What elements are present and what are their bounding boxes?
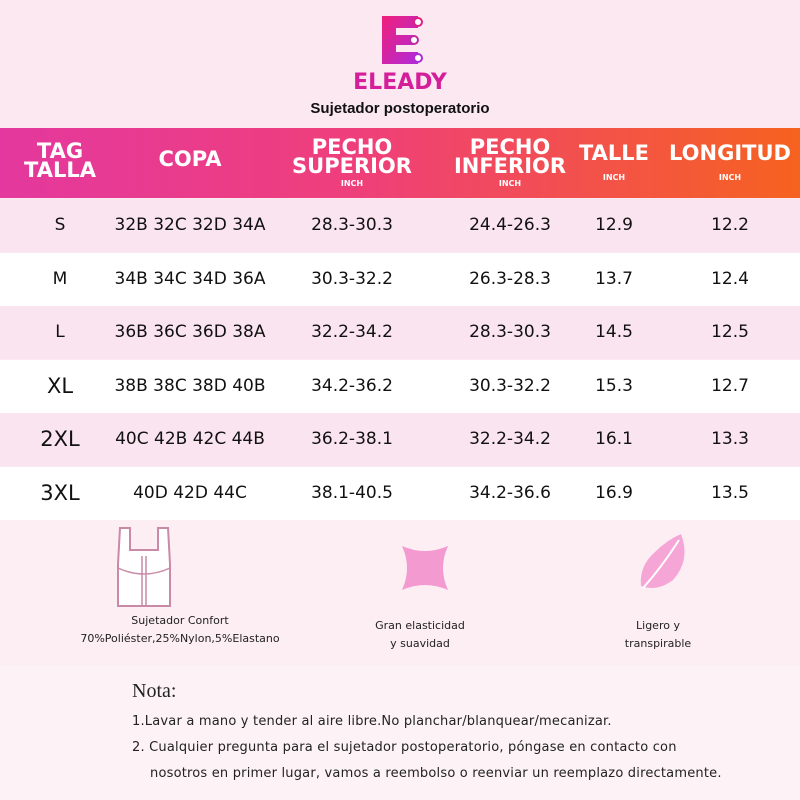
table-cell: 16.1: [595, 429, 633, 449]
subtitle: Sujetador postoperatorio: [310, 100, 490, 117]
header-line: PECHO: [311, 135, 393, 159]
table-cell: 28.3-30.3: [311, 215, 393, 235]
unit-label: INCH: [498, 179, 522, 188]
table-cell: 14.5: [595, 322, 633, 342]
table-row: XL 38B 38C 38D 40B 34.2-36.2 30.3-32.2 15.3 1…: [0, 359, 800, 413]
table-cell: 34.2-36.2: [311, 375, 393, 396]
table-cell: 3XL: [40, 480, 80, 505]
table-cell: 15.3: [595, 375, 633, 396]
table-row: L 36B 36C 36D 38A 32.2-34.2 28.3-30.3 14.5 12…: [0, 306, 800, 359]
feature-caption: Gran elasticidad y suavidad: [310, 617, 530, 653]
table-cell: 12.4: [711, 268, 749, 289]
caption-line: Sujetador Confort: [131, 614, 229, 627]
table-cell: 30.3-32.2: [311, 268, 393, 289]
table-cell: 38.1-40.5: [311, 482, 393, 503]
table-cell: 13.7: [595, 268, 633, 289]
header-line: INFERIOR: [453, 154, 567, 178]
caption-line: y suavidad: [390, 637, 450, 650]
header-line: TAG: [36, 139, 84, 163]
header-line: SUPERIOR: [292, 154, 412, 178]
note-line: 2. Cualquier pregunta para el sujetador …: [132, 740, 677, 755]
feature-caption: Sujetador Confort 70%Poliéster,25%Nylon,5…: [70, 612, 290, 648]
table-cell: 36.2-38.1: [311, 429, 393, 449]
table-cell: 36B 36C 36D 38A: [114, 322, 266, 342]
table-cell: 34B 34C 34D 36A: [114, 268, 266, 289]
table-cell: 38B 38C 38D 40B: [114, 375, 266, 396]
table-cell: 12.5: [711, 322, 749, 342]
elastic-icon: [402, 546, 448, 590]
column-header: LONGITUD INCH: [665, 128, 795, 198]
table-row: 2XL 40C 42B 42C 44B 36.2-38.1 32.2-34.2 16.1…: [0, 413, 800, 466]
table-cell: 13.3: [711, 429, 749, 449]
column-header: PECHO SUPERIOR INCH: [277, 128, 427, 198]
logo: [382, 16, 423, 64]
table-cell: 13.5: [711, 482, 749, 503]
table-cell: 12.9: [595, 215, 633, 235]
table-cell: 26.3-28.3: [469, 268, 551, 289]
caption-line: transpirable: [624, 637, 692, 650]
table-cell: 12.7: [711, 375, 749, 396]
table-cell: 24.4-26.3: [469, 215, 551, 235]
table-cell: 12.2: [711, 215, 749, 235]
header-line: COPA: [158, 147, 222, 171]
header-line: LONGITUD: [669, 141, 791, 165]
table-cell: 2XL: [40, 427, 80, 451]
brand: ELEADY: [353, 70, 447, 95]
note-band: [0, 666, 800, 800]
caption-line: Ligero y: [636, 619, 680, 632]
header-line: TALLE: [578, 141, 650, 165]
caption-line: 70%Poliéster,25%Nylon,5%Elastano: [80, 632, 280, 645]
table-row: 3XL 40D 42D 44C 38.1-40.5 34.2-36.6 16.9 13.5: [0, 466, 800, 520]
table-cell: 32B 32C 32D 34A: [114, 215, 266, 235]
feature-caption: Ligero y transpirable: [548, 617, 768, 653]
unit-label: INCH: [340, 179, 364, 188]
bra-icon: [117, 527, 171, 607]
column-header: TAG TALLA: [5, 128, 115, 198]
table-cell: 28.3-30.3: [469, 322, 551, 342]
table-row: M 34B 34C 34D 36A 30.3-32.2 26.3-28.3 13.7 12…: [0, 252, 800, 306]
table-cell: 40C 42B 42C 44B: [115, 429, 265, 449]
column-header: PECHO INFERIOR INCH: [435, 128, 585, 198]
table-cell: 40D 42D 44C: [133, 482, 247, 503]
table-cell: 30.3-32.2: [469, 375, 551, 396]
unit-label: INCH: [602, 173, 626, 182]
table-cell: 34.2-36.6: [469, 482, 551, 503]
table-header-band: [0, 128, 800, 198]
table-row: S 32B 32C 32D 34A 28.3-30.3 24.4-26.3 12.9 12…: [0, 199, 800, 252]
column-header: TALLE INCH: [574, 128, 654, 198]
table-cell: 32.2-34.2: [469, 429, 551, 449]
table-cell: 32.2-34.2: [311, 322, 393, 342]
unit-label: INCH: [718, 173, 742, 182]
table-cell: M: [52, 268, 68, 289]
note-line: 1.Lavar a mano y tender al aire libre.No…: [132, 714, 612, 729]
feather-icon: [640, 534, 685, 589]
table-cell: 16.9: [595, 482, 633, 503]
header-line: TALLA: [24, 158, 96, 182]
column-header: COPA: [105, 128, 275, 198]
header-line: PECHO: [469, 135, 551, 159]
caption-line: Gran elasticidad: [375, 619, 465, 632]
table-cell: S: [54, 215, 66, 235]
table-cell: L: [55, 322, 65, 342]
note-title: Nota:: [132, 680, 177, 702]
table-cell: XL: [46, 373, 74, 398]
note-line: nosotros en primer lugar, vamos a reembo…: [150, 766, 722, 781]
